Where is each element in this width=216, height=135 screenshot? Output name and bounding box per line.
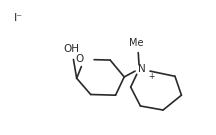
- Text: Me: Me: [129, 38, 143, 48]
- Text: I⁻: I⁻: [14, 13, 23, 23]
- Text: +: +: [148, 72, 154, 81]
- Text: OH: OH: [63, 44, 79, 54]
- Text: O: O: [75, 54, 83, 64]
- Text: N: N: [138, 64, 146, 74]
